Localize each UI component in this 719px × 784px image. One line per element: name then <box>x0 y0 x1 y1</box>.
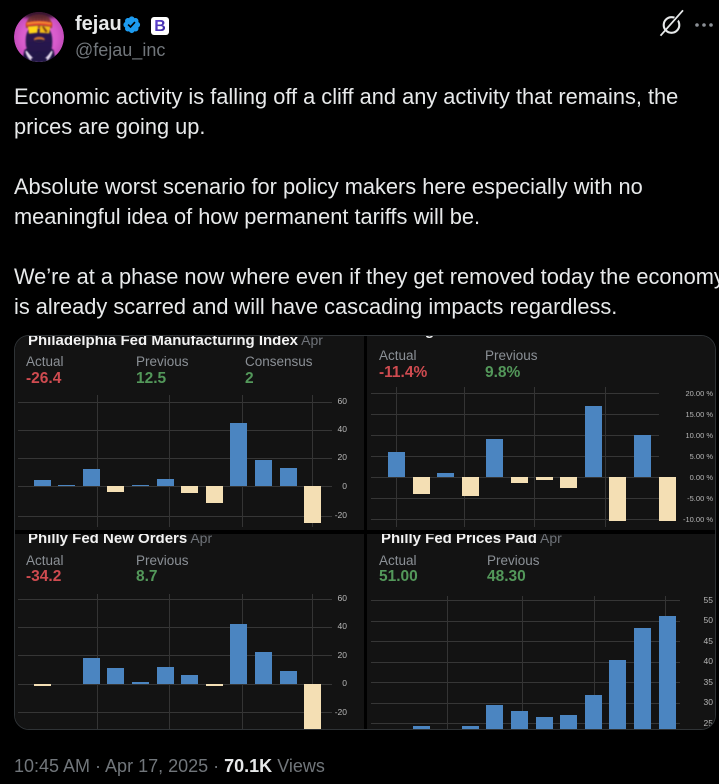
svg-text:B: B <box>154 18 166 35</box>
